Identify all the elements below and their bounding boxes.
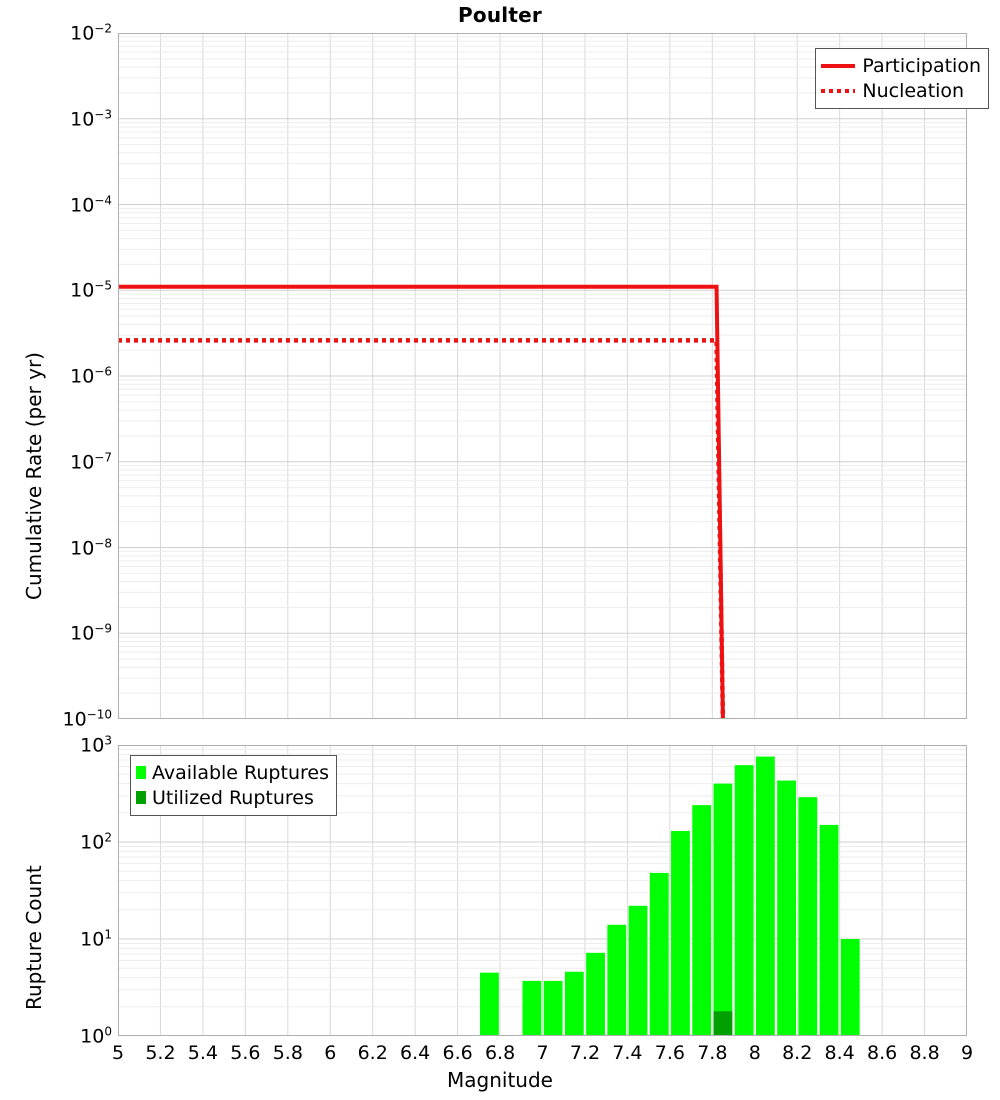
x-tick-label: 6.6 — [442, 1042, 473, 1064]
x-tick-label: 8.6 — [866, 1042, 898, 1064]
x-tick-label: 5.6 — [230, 1042, 261, 1064]
legend-item-participation: Participation — [821, 53, 981, 78]
legend-item-utilized-ruptures: Utilized Ruptures — [136, 785, 329, 810]
top-panel-y-axis-label: Cumulative Rate (per yr) — [22, 352, 46, 600]
x-tick-label: 8.2 — [782, 1042, 813, 1064]
utilized-ruptures-swatch-icon — [136, 791, 146, 804]
legend-label-available-ruptures: Available Ruptures — [152, 761, 329, 784]
bottom-panel-y-axis-label: Rupture Count — [22, 865, 46, 1010]
x-tick-label: 6.8 — [484, 1042, 516, 1064]
x-tick-label: 7.2 — [569, 1042, 601, 1064]
x-tick-label: 6.2 — [357, 1042, 388, 1064]
top-panel-legend: Participation Nucleation — [815, 48, 989, 109]
x-tick-label: 7 — [536, 1042, 549, 1064]
legend-label-utilized-ruptures: Utilized Ruptures — [152, 786, 314, 809]
x-axis-label: Magnitude — [447, 1068, 553, 1092]
y-tick-label: 101 — [80, 927, 112, 951]
x-tick-label: 9 — [960, 1042, 974, 1064]
legend-item-available-ruptures: Available Ruptures — [136, 760, 329, 785]
x-tick-label: 7.8 — [697, 1042, 728, 1064]
y-tick-label: 102 — [80, 830, 112, 854]
y-tick-label: 103 — [80, 733, 112, 757]
legend-label-participation: Participation — [862, 54, 981, 77]
x-tick-label: 7.6 — [654, 1042, 685, 1064]
y-tick-label: 10−4 — [70, 192, 112, 217]
x-tick-label: 6.4 — [400, 1042, 431, 1064]
x-tick-label: 5.4 — [187, 1042, 218, 1064]
dotted-line-icon — [821, 88, 856, 93]
y-tick-label: 10−7 — [70, 450, 112, 474]
solid-line-icon — [821, 63, 856, 68]
legend-label-nucleation: Nucleation — [862, 79, 965, 102]
x-tick-label: 8.4 — [824, 1042, 855, 1064]
cumulative-rate-plot — [118, 33, 967, 719]
x-tick-label: 5.8 — [272, 1042, 303, 1064]
legend-item-nucleation: Nucleation — [821, 78, 981, 103]
available-ruptures-swatch-icon — [136, 766, 146, 779]
x-tick-label: 5.2 — [145, 1042, 176, 1064]
y-tick-label: 10−3 — [70, 107, 112, 131]
bottom-panel-legend: Available Ruptures Utilized Ruptures — [130, 755, 337, 816]
y-tick-label: 10−6 — [70, 364, 112, 388]
y-tick-label: 10−8 — [70, 535, 112, 560]
cumulative-rate-canvas — [119, 34, 966, 718]
y-tick-label: 10−10 — [62, 707, 112, 731]
figure-title: Poulter — [458, 3, 542, 27]
y-tick-label: 100 — [80, 1024, 112, 1048]
y-tick-label: 10−2 — [70, 21, 112, 45]
y-tick-label: 10−9 — [70, 621, 112, 645]
x-tick-label: 5 — [111, 1042, 125, 1064]
x-tick-label: 8.8 — [909, 1042, 940, 1064]
x-tick-label: 8 — [748, 1042, 761, 1064]
x-tick-label: 6 — [324, 1042, 337, 1064]
y-tick-label: 10−5 — [70, 278, 112, 302]
x-tick-label: 7.4 — [612, 1042, 643, 1064]
